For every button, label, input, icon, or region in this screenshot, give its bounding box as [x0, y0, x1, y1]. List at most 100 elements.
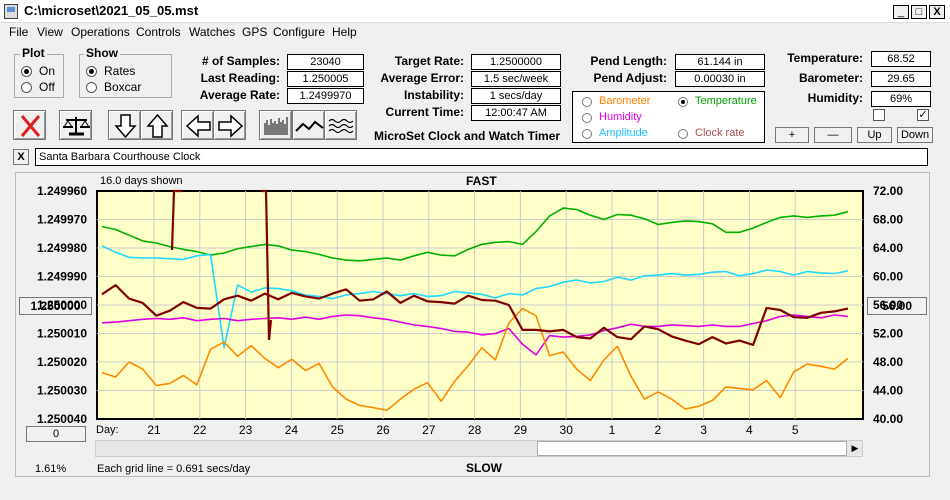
last-reading-label: Last Reading: [200, 71, 280, 85]
y-left-tick-label: 1.250030 [37, 384, 87, 398]
legend-clock-rate-radio[interactable] [678, 129, 688, 139]
menu-help[interactable]: Help [332, 25, 357, 39]
arrow-down-icon [114, 114, 137, 139]
x-tick-label: 29 [514, 423, 528, 437]
arrow-up-icon [146, 113, 169, 138]
x-tick-label: 22 [193, 423, 207, 437]
y-right-tick-label: 48.00 [873, 355, 903, 369]
x-tick-label: 3 [700, 423, 707, 437]
pend-length-field[interactable]: 61.144 in [675, 54, 765, 70]
legend-amplitude-radio[interactable] [582, 129, 592, 139]
scrollbar-thumb[interactable] [537, 441, 847, 456]
show-group-title: Show [84, 46, 120, 60]
menu-gps[interactable]: GPS [242, 25, 268, 39]
minus-button[interactable]: — [814, 127, 852, 143]
day-axis-label: Day: [96, 424, 119, 436]
x-tick-label: 2 [654, 423, 661, 437]
x-tick-label: 24 [285, 423, 299, 437]
legend-amplitude-label: Amplitude [599, 127, 648, 139]
plot-off-label: Off [39, 80, 55, 94]
series-temperature-line [101, 207, 849, 262]
up-button[interactable]: Up [857, 127, 892, 143]
menu-controls[interactable]: Controls [136, 25, 181, 39]
y-right-tick-label: 40.00 [873, 412, 903, 426]
scroll-left-button[interactable] [181, 110, 214, 140]
series-humidity-line [101, 314, 849, 356]
x-tick-label: 25 [331, 423, 345, 437]
plot-on-label: On [39, 64, 56, 78]
target-rate-label: Target Rate: [394, 54, 464, 68]
scroll-right-arrow-icon[interactable]: ▶ [851, 443, 859, 453]
maximize-button[interactable]: □ [911, 5, 927, 19]
description-close-button[interactable]: X [13, 149, 29, 165]
title-bar: C:\microset\2021_05_05.mst _ □ X [0, 0, 950, 23]
show-group [79, 54, 172, 98]
y-right-tick-label: 44.00 [873, 384, 903, 398]
app-icon[interactable] [4, 4, 18, 19]
wave-view-button[interactable] [324, 110, 357, 140]
menu-watches[interactable]: Watches [189, 25, 236, 39]
clock-rate-spike-line [170, 189, 182, 251]
menu-operations[interactable]: Operations [71, 25, 130, 39]
plot-on-radio[interactable] [21, 66, 32, 77]
scroll-up-button[interactable] [140, 110, 173, 140]
legend-box [572, 91, 765, 143]
legend-humidity-label: Humidity [599, 111, 642, 123]
bar-chart-icon [264, 117, 288, 135]
balance-button[interactable] [59, 110, 92, 140]
env-center-button[interactable]: 56.00 [867, 297, 927, 315]
show-rates-radio[interactable] [86, 66, 97, 77]
x-tick-label: 23 [239, 423, 253, 437]
humidity-field: 69% [871, 91, 931, 107]
y-right-tick-label: 60.00 [873, 270, 903, 284]
slow-label: SLOW [466, 461, 502, 475]
legend-temperature-radio[interactable] [678, 97, 688, 107]
menu-view[interactable]: View [37, 25, 63, 39]
menu-bar: File View Operations Controls Watches GP… [0, 23, 950, 42]
minimize-button[interactable]: _ [893, 5, 909, 19]
last-reading-field: 1.250005 [287, 71, 364, 87]
target-rate-field[interactable]: 1.2500000 [471, 54, 561, 70]
series-clock_rate-line [101, 284, 849, 346]
temperature-label: Temperature: [787, 51, 863, 65]
percent-label: 1.61% [35, 463, 67, 475]
legend-temperature-label: Temperature [695, 95, 757, 107]
close-button[interactable]: X [929, 5, 945, 19]
average-rate-label: Average Rate: [199, 88, 280, 102]
scroll-right-button[interactable] [213, 110, 246, 140]
pend-adjust-label: Pend Adjust: [593, 71, 667, 85]
y-left-tick-label: 1.249970 [37, 213, 87, 227]
show-boxcar-radio[interactable] [86, 82, 97, 93]
y-left-tick-label: 1.250020 [37, 355, 87, 369]
y-left-tick-label: 1.250000 [37, 298, 87, 312]
window-title: C:\microset\2021_05_05.mst [24, 3, 199, 18]
option-checkbox-1[interactable] [873, 109, 885, 121]
legend-humidity-radio[interactable] [582, 113, 592, 123]
stop-x-icon [20, 115, 41, 137]
current-time-field: 12:00:47 AM [471, 105, 561, 121]
barometer-field: 29.65 [871, 71, 931, 87]
bar-view-button[interactable] [259, 110, 292, 140]
menu-configure[interactable]: Configure [273, 25, 326, 39]
option-checkbox-2[interactable]: ✓ [917, 109, 929, 121]
rate-center-button[interactable]: 1.250000 [19, 297, 92, 315]
y-right-tick-label: 68.00 [873, 213, 903, 227]
y-right-tick-label: 72.00 [873, 184, 903, 198]
show-rates-label: Rates [104, 64, 136, 78]
x-tick-label: 30 [560, 423, 574, 437]
line-view-button[interactable] [292, 110, 325, 140]
plus-button[interactable]: + [775, 127, 809, 143]
instability-field: 1 secs/day [471, 88, 561, 104]
stop-button[interactable] [13, 110, 46, 140]
legend-barometer-radio[interactable] [582, 97, 592, 107]
zero-button[interactable]: 0 [26, 426, 86, 442]
scroll-down-button[interactable] [108, 110, 141, 140]
description-field[interactable]: Santa Barbara Courthouse Clock [35, 148, 928, 166]
menu-file[interactable]: File [9, 25, 29, 39]
plot-off-radio[interactable] [21, 82, 32, 93]
down-button[interactable]: Down [897, 127, 933, 143]
samples-label: # of Samples: [201, 54, 280, 68]
grid-note-label: Each grid line = 0.691 secs/day [97, 463, 251, 475]
arrow-right-icon [218, 114, 244, 138]
average-error-field: 1.5 sec/week [471, 71, 561, 87]
